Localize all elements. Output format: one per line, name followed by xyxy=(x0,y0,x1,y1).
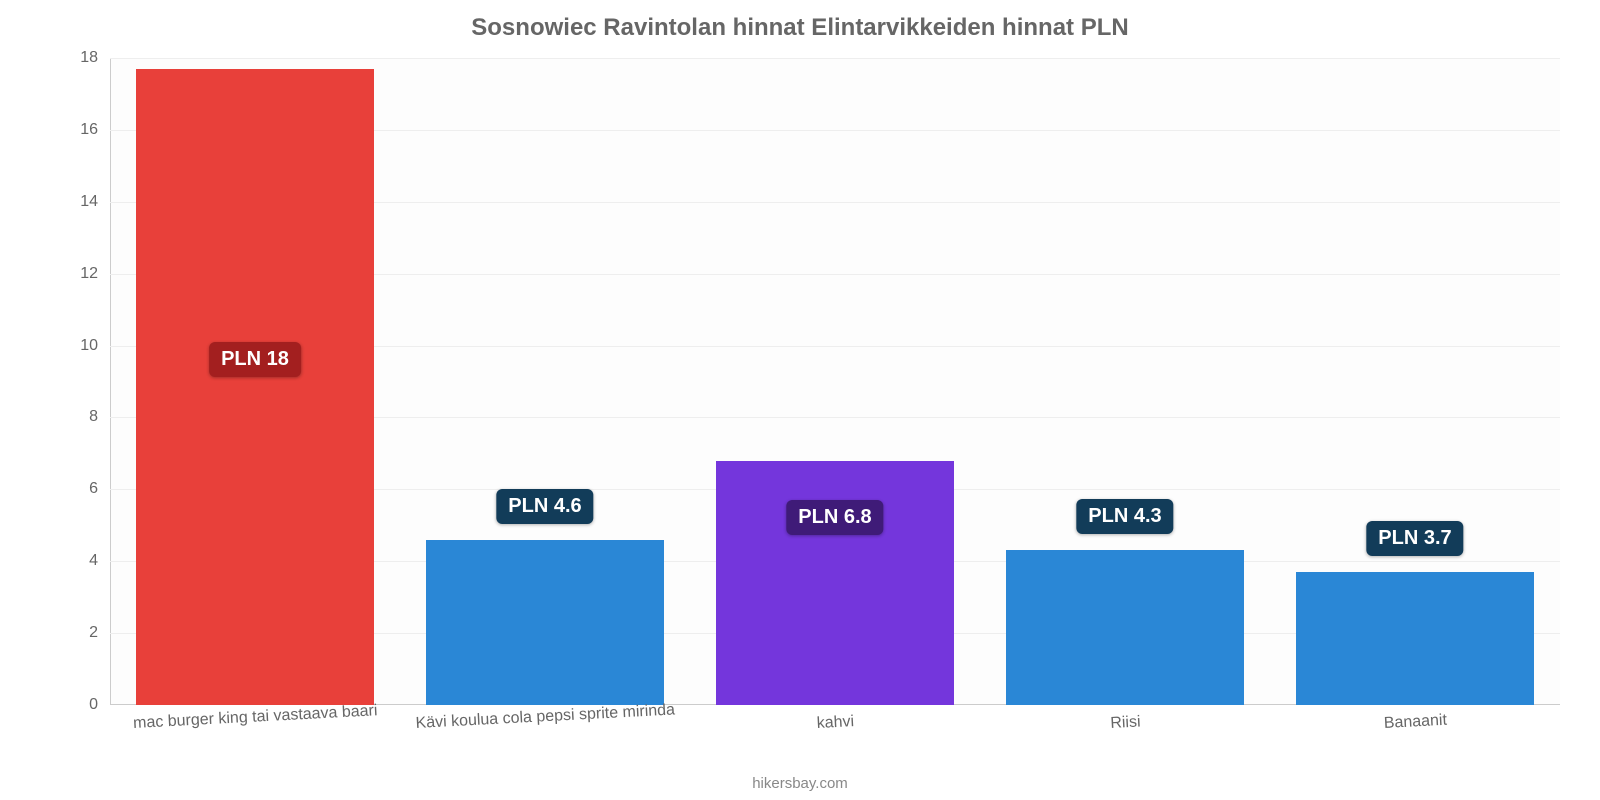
bar: PLN 4.3 xyxy=(1006,550,1244,705)
y-tick-label: 12 xyxy=(80,265,110,283)
x-tick-label: Riisi xyxy=(1110,713,1141,733)
bar-value-label: PLN 6.8 xyxy=(786,500,883,535)
bar-slot: PLN 4.6 xyxy=(400,58,690,705)
chart-title: Sosnowiec Ravintolan hinnat Elintarvikke… xyxy=(0,0,1600,48)
bar: PLN 3.7 xyxy=(1296,572,1534,705)
x-tick-label: mac burger king tai vastaava baari xyxy=(133,702,378,733)
x-tick-label: kahvi xyxy=(816,713,854,733)
bar-value-label: PLN 18 xyxy=(209,342,301,377)
y-tick-label: 18 xyxy=(80,49,110,67)
bar-value-label: PLN 3.7 xyxy=(1366,521,1463,556)
bar-slot: PLN 4.3 xyxy=(980,58,1270,705)
x-tick-label: Banaanit xyxy=(1383,712,1447,733)
bar-slot: PLN 3.7 xyxy=(1270,58,1560,705)
price-bar-chart: Sosnowiec Ravintolan hinnat Elintarvikke… xyxy=(0,0,1600,800)
bar-slot: PLN 6.8 xyxy=(690,58,980,705)
bar-slot: PLN 18 xyxy=(110,58,400,705)
y-tick-label: 0 xyxy=(89,696,110,714)
bar: PLN 6.8 xyxy=(716,461,954,705)
y-tick-label: 6 xyxy=(89,480,110,498)
y-tick-label: 2 xyxy=(89,624,110,642)
x-axis-labels: mac burger king tai vastaava baariKävi k… xyxy=(110,715,1560,775)
y-tick-label: 8 xyxy=(89,408,110,426)
bar-value-label: PLN 4.3 xyxy=(1076,499,1173,534)
y-tick-label: 14 xyxy=(80,193,110,211)
x-label-slot: Banaanit xyxy=(1270,715,1560,775)
x-tick-label: Kävi koulua cola pepsi sprite mirinda xyxy=(415,701,675,733)
y-tick-label: 16 xyxy=(80,121,110,139)
x-label-slot: mac burger king tai vastaava baari xyxy=(110,715,400,775)
bar: PLN 4.6 xyxy=(426,540,664,705)
bar: PLN 18 xyxy=(136,69,374,705)
y-tick-label: 10 xyxy=(80,337,110,355)
bars-row: PLN 18 PLN 4.6 PLN 6.8 PLN 4.3 PLN 3.7 xyxy=(110,58,1560,705)
bar-value-label: PLN 4.6 xyxy=(496,489,593,524)
plot-area: 024681012141618 PLN 18PLN 4.6PLN 6.8PLN … xyxy=(110,58,1560,705)
y-tick-label: 4 xyxy=(89,552,110,570)
x-label-slot: Kävi koulua cola pepsi sprite mirinda xyxy=(400,715,690,775)
x-label-slot: kahvi xyxy=(690,715,980,775)
x-label-slot: Riisi xyxy=(980,715,1270,775)
source-attribution: hikersbay.com xyxy=(0,775,1600,800)
